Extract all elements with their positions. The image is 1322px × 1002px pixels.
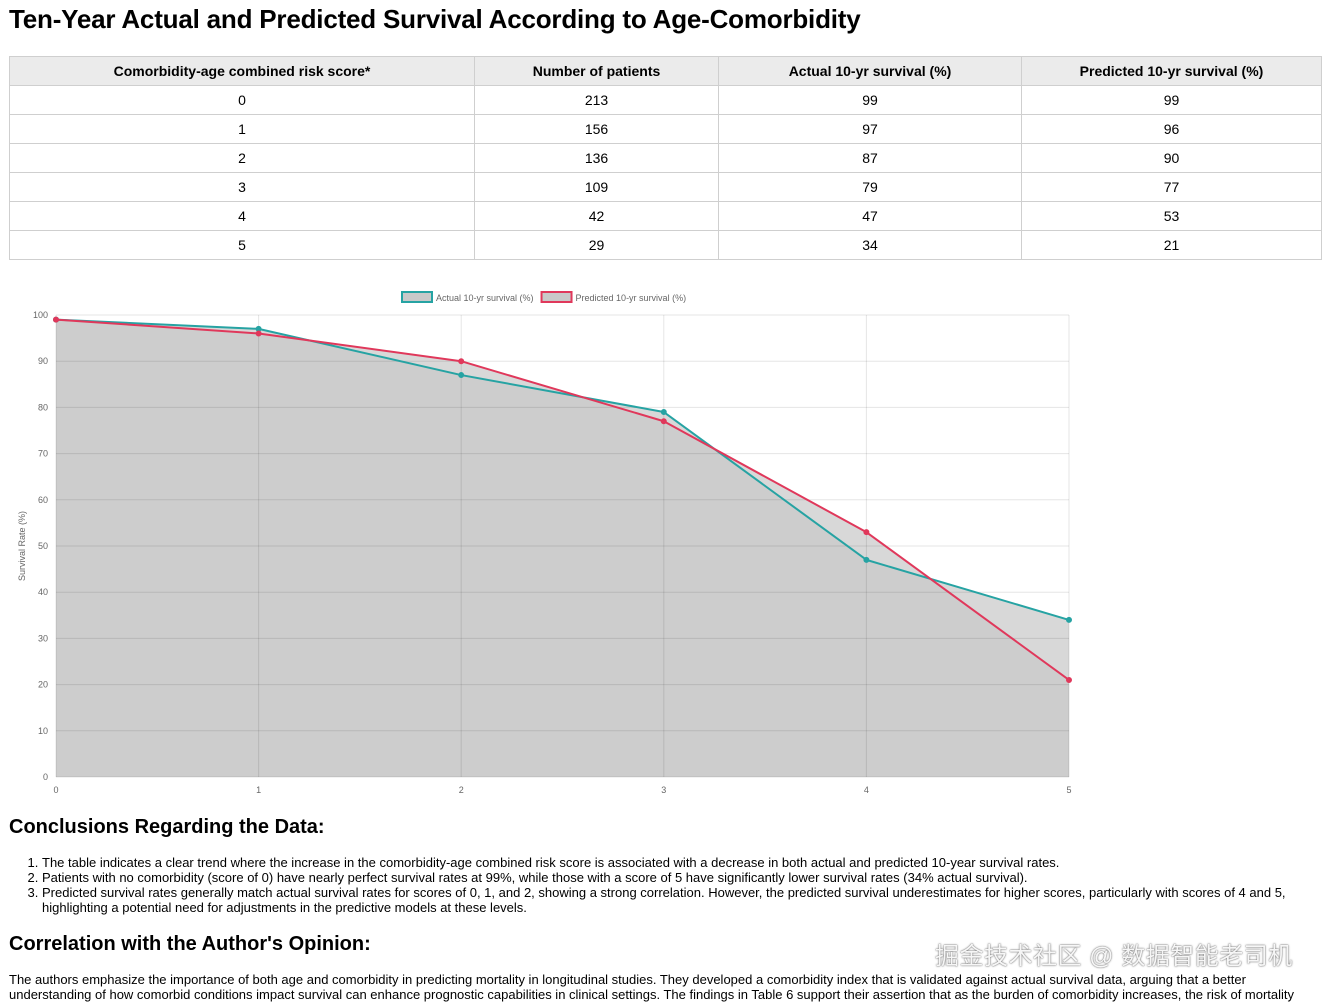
y-tick-label: 90	[38, 356, 48, 366]
y-tick-label: 70	[38, 449, 48, 459]
cell-risk-score: 5	[9, 230, 475, 260]
cell-patients: 213	[474, 85, 719, 115]
list-item: Predicted survival rates generally match…	[42, 885, 1322, 915]
table-row: 3 109 79 77	[9, 172, 1322, 202]
y-tick-label: 40	[38, 587, 48, 597]
y-tick-label: 30	[38, 633, 48, 643]
x-tick-label: 5	[1066, 785, 1071, 795]
cell-risk-score: 2	[9, 143, 475, 173]
cell-predicted: 99	[1021, 85, 1322, 115]
legend-label-0: Actual 10-yr survival (%)	[436, 293, 534, 303]
cell-actual: 87	[718, 143, 1022, 173]
cell-patients: 136	[474, 143, 719, 173]
cell-patients: 29	[474, 230, 719, 260]
header-patients: Number of patients	[474, 56, 719, 86]
y-tick-label: 50	[38, 541, 48, 551]
cell-predicted: 53	[1021, 201, 1322, 231]
data-point	[863, 556, 870, 563]
cell-predicted: 77	[1021, 172, 1322, 202]
x-tick-label: 3	[661, 785, 666, 795]
x-tick-label: 4	[864, 785, 869, 795]
table-row: 1 156 97 96	[9, 114, 1322, 144]
legend-swatch-0	[401, 291, 433, 303]
cell-actual: 47	[718, 201, 1022, 231]
y-tick-label: 100	[33, 310, 48, 320]
list-item: The table indicates a clear trend where …	[42, 855, 1322, 870]
list-item: Patients with no comorbidity (score of 0…	[42, 870, 1322, 885]
table-row: 5 29 34 21	[9, 230, 1322, 260]
cell-risk-score: 4	[9, 201, 475, 231]
y-tick-label: 20	[38, 680, 48, 690]
header-actual: Actual 10-yr survival (%)	[718, 56, 1022, 86]
cell-patients: 156	[474, 114, 719, 144]
cell-predicted: 96	[1021, 114, 1322, 144]
conclusions-heading: Conclusions Regarding the Data:	[9, 816, 325, 838]
cell-predicted: 21	[1021, 230, 1322, 260]
series-area-1	[56, 319, 1069, 777]
cell-actual: 99	[718, 85, 1022, 115]
data-point	[458, 358, 465, 365]
data-point	[255, 330, 262, 337]
y-tick-label: 60	[38, 495, 48, 505]
x-tick-label: 0	[53, 785, 58, 795]
y-tick-label: 10	[38, 726, 48, 736]
x-tick-label: 1	[256, 785, 261, 795]
cell-actual: 97	[718, 114, 1022, 144]
y-axis-label: Survival Rate (%)	[17, 511, 27, 581]
opinion-heading: Correlation with the Author's Opinion:	[9, 933, 371, 955]
cell-actual: 34	[718, 230, 1022, 260]
data-point	[53, 316, 59, 323]
cell-actual: 79	[718, 172, 1022, 202]
opinion-paragraph: The authors emphasize the importance of …	[9, 972, 1295, 1002]
data-point	[1066, 676, 1072, 683]
header-predicted: Predicted 10-yr survival (%)	[1021, 56, 1322, 86]
legend-label-1: Predicted 10-yr survival (%)	[576, 293, 687, 303]
conclusions-list: The table indicates a clear trend where …	[9, 855, 1322, 915]
cell-risk-score: 3	[9, 172, 475, 202]
cell-predicted: 90	[1021, 143, 1322, 173]
header-risk-score: Comorbidity-age combined risk score*	[9, 56, 475, 86]
survival-chart: 0 10 20 30 40 50 60 70 80 90 100 0 1 2 3 4 5 Survival Rat…	[0, 282, 1080, 802]
cell-patients: 109	[474, 172, 719, 202]
survival-table: Comorbidity-age combined risk score* Num…	[9, 56, 1322, 260]
data-point	[458, 372, 465, 379]
table-header-row: Comorbidity-age combined risk score* Num…	[9, 56, 1322, 86]
series-line-1	[55, 318, 1070, 681]
data-point	[863, 529, 870, 536]
cell-risk-score: 1	[9, 114, 475, 144]
watermark: 掘金技术社区 @ 数据智能老司机	[935, 943, 1293, 970]
data-point	[660, 418, 667, 425]
page-title: Ten-Year Actual and Predicted Survival A…	[9, 4, 861, 34]
legend-swatch-1	[540, 291, 573, 303]
x-tick-label: 2	[459, 785, 464, 795]
cell-risk-score: 0	[9, 85, 475, 115]
cell-patients: 42	[474, 201, 719, 231]
table-row: 0 213 99 99	[9, 85, 1322, 115]
data-point	[1066, 616, 1072, 623]
data-point	[660, 409, 667, 416]
table-row: 2 136 87 90	[9, 143, 1322, 173]
survival-chart-svg: 0 10 20 30 40 50 60 70 80 90 100 0 1 2 3 4 5 Survival Rat…	[17, 291, 1072, 795]
series-line-0	[55, 318, 1070, 621]
y-tick-label: 0	[43, 772, 48, 782]
table-row: 4 42 47 53	[9, 201, 1322, 231]
y-tick-label: 80	[38, 402, 48, 412]
